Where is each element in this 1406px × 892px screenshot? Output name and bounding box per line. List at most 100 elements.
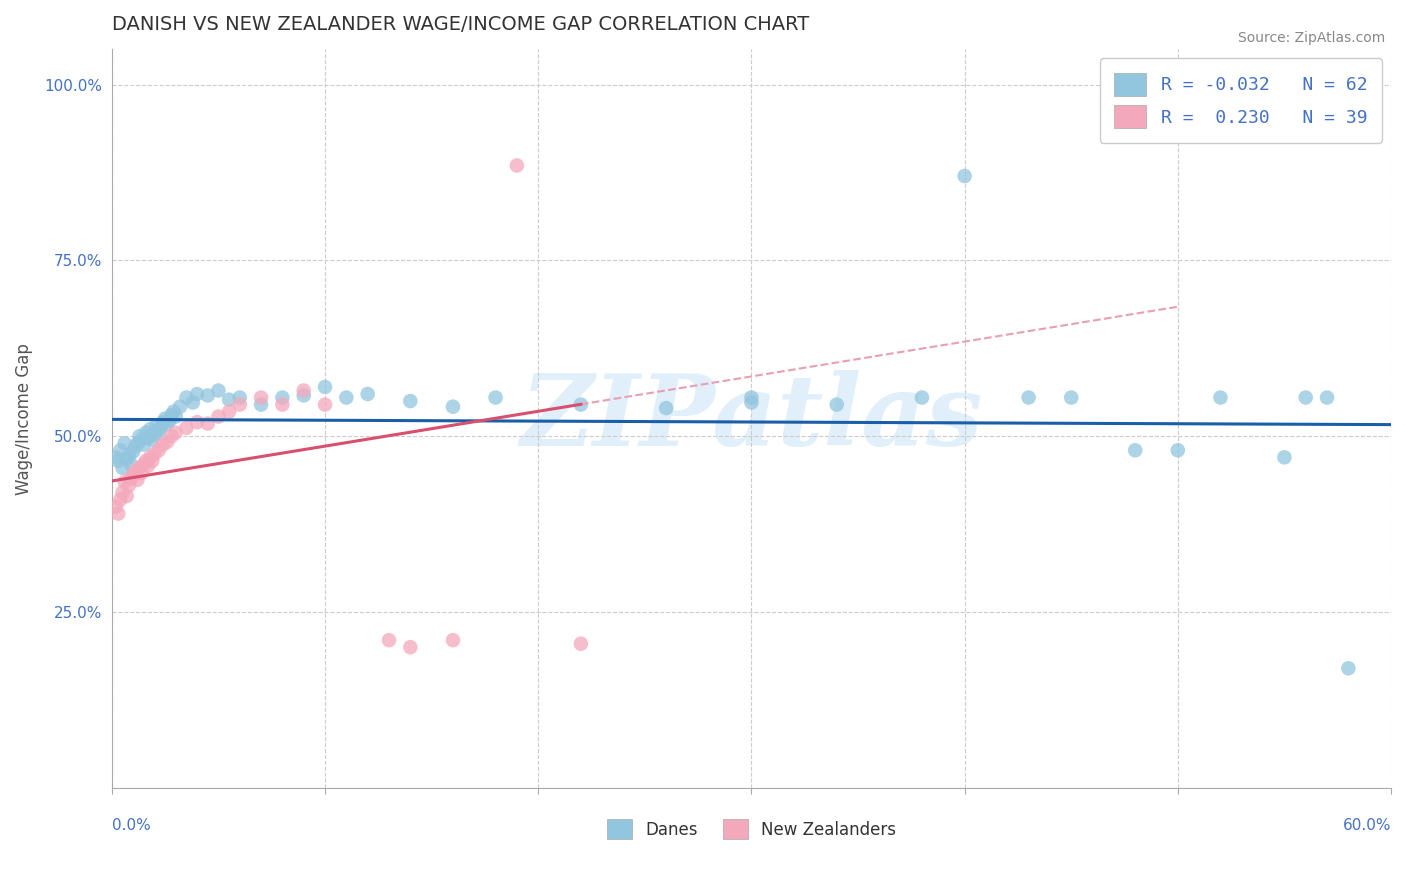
Point bbox=[114, 475, 136, 489]
Point bbox=[197, 388, 219, 402]
Point bbox=[1316, 391, 1339, 405]
Point bbox=[1123, 443, 1146, 458]
Point bbox=[148, 424, 170, 438]
Point bbox=[120, 471, 142, 485]
Point bbox=[105, 450, 128, 465]
Point bbox=[135, 454, 157, 468]
Point bbox=[1018, 391, 1040, 405]
Point bbox=[156, 417, 179, 431]
Text: ZIPatlas: ZIPatlas bbox=[520, 370, 983, 467]
Point bbox=[127, 473, 149, 487]
Text: 60.0%: 60.0% bbox=[1343, 818, 1391, 833]
Point bbox=[740, 395, 762, 409]
Point bbox=[149, 421, 172, 435]
Point bbox=[207, 384, 229, 398]
Legend: Danes, New Zealanders: Danes, New Zealanders bbox=[600, 813, 903, 846]
Point bbox=[250, 391, 273, 405]
Point bbox=[229, 398, 252, 412]
Point bbox=[128, 461, 150, 475]
Point bbox=[399, 394, 422, 409]
Point bbox=[1060, 391, 1083, 405]
Point bbox=[271, 391, 294, 405]
Point bbox=[176, 421, 198, 435]
Point bbox=[292, 388, 315, 402]
Point bbox=[163, 404, 186, 418]
Point bbox=[143, 447, 166, 461]
Point bbox=[181, 395, 204, 409]
Point bbox=[655, 401, 678, 416]
Point bbox=[207, 409, 229, 424]
Point bbox=[1209, 391, 1232, 405]
Point bbox=[271, 398, 294, 412]
Point bbox=[399, 640, 422, 655]
Point bbox=[111, 485, 134, 500]
Point bbox=[141, 433, 163, 447]
Point bbox=[484, 391, 506, 405]
Point bbox=[111, 461, 134, 475]
Point bbox=[186, 415, 208, 429]
Point bbox=[314, 380, 336, 394]
Point bbox=[118, 478, 141, 492]
Point bbox=[165, 425, 187, 440]
Point bbox=[569, 398, 592, 412]
Point bbox=[118, 449, 141, 463]
Point bbox=[114, 436, 136, 450]
Point bbox=[160, 429, 183, 443]
Point bbox=[157, 414, 180, 428]
Point bbox=[1337, 661, 1360, 675]
Point bbox=[176, 391, 198, 405]
Point bbox=[107, 507, 129, 521]
Point bbox=[1295, 391, 1317, 405]
Point bbox=[105, 500, 128, 514]
Point bbox=[127, 436, 149, 450]
Point bbox=[506, 159, 529, 173]
Point bbox=[292, 384, 315, 398]
Y-axis label: Wage/Income Gap: Wage/Income Gap bbox=[15, 343, 32, 494]
Point bbox=[314, 398, 336, 412]
Point bbox=[1167, 443, 1189, 458]
Point bbox=[740, 391, 762, 405]
Point bbox=[356, 387, 378, 401]
Point bbox=[911, 391, 934, 405]
Point bbox=[141, 454, 163, 468]
Point bbox=[569, 637, 592, 651]
Point bbox=[378, 633, 401, 648]
Point bbox=[132, 458, 155, 472]
Point bbox=[120, 458, 142, 472]
Point bbox=[124, 440, 146, 454]
Text: Source: ZipAtlas.com: Source: ZipAtlas.com bbox=[1237, 31, 1385, 45]
Point bbox=[132, 437, 155, 451]
Point bbox=[218, 392, 240, 407]
Point bbox=[139, 422, 162, 436]
Point bbox=[156, 434, 179, 449]
Point bbox=[250, 398, 273, 412]
Point bbox=[152, 415, 174, 429]
Text: 0.0%: 0.0% bbox=[112, 818, 150, 833]
Point bbox=[441, 633, 464, 648]
Point bbox=[186, 387, 208, 401]
Point bbox=[136, 431, 159, 445]
Point bbox=[139, 450, 162, 465]
Point bbox=[152, 437, 174, 451]
Point bbox=[135, 425, 157, 440]
Point bbox=[218, 404, 240, 418]
Point bbox=[153, 411, 176, 425]
Point bbox=[131, 433, 153, 447]
Point bbox=[165, 409, 187, 424]
Point bbox=[169, 400, 191, 414]
Point bbox=[110, 492, 132, 507]
Point bbox=[160, 408, 183, 422]
Point bbox=[197, 417, 219, 431]
Point bbox=[229, 391, 252, 405]
Point bbox=[145, 418, 167, 433]
Point bbox=[143, 427, 166, 442]
Point bbox=[825, 398, 848, 412]
Point bbox=[107, 454, 129, 468]
Point bbox=[148, 443, 170, 458]
Text: DANISH VS NEW ZEALANDER WAGE/INCOME GAP CORRELATION CHART: DANISH VS NEW ZEALANDER WAGE/INCOME GAP … bbox=[112, 15, 808, 34]
Point bbox=[124, 464, 146, 478]
Point bbox=[115, 489, 138, 503]
Point bbox=[136, 458, 159, 473]
Point bbox=[953, 169, 976, 183]
Point bbox=[131, 466, 153, 480]
